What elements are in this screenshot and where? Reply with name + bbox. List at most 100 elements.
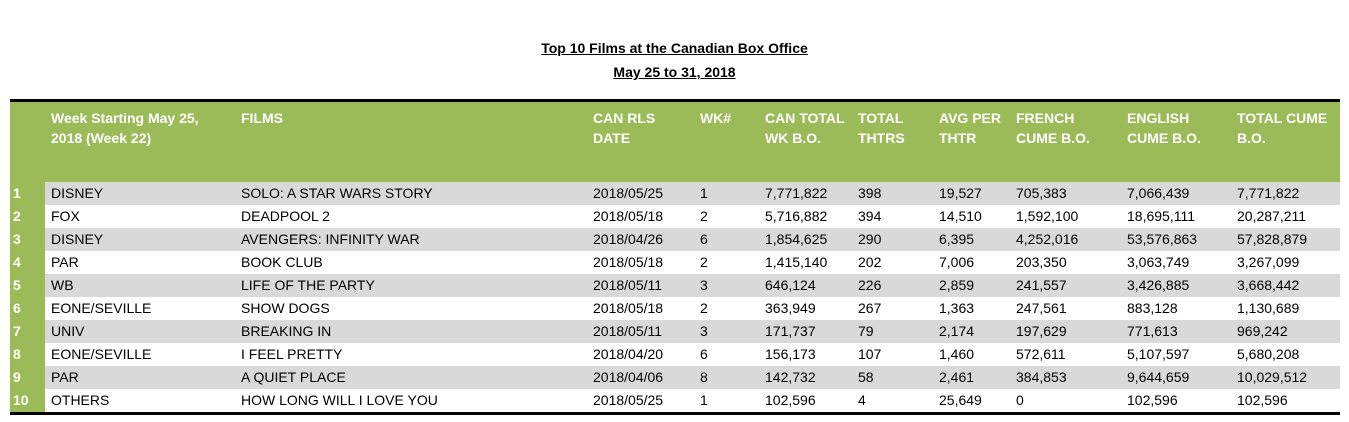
rank-cell: 10 [10, 389, 45, 415]
can-total-cell: 7,771,822 [759, 182, 852, 205]
english-cell: 5,107,597 [1121, 343, 1231, 366]
date-cell: 2018/05/25 [587, 389, 694, 415]
rank-cell: 8 [10, 343, 45, 366]
header-rls-date: CAN RLS DATE [587, 99, 694, 182]
table-row: 10 OTHERS HOW LONG WILL I LOVE YOU 2018/… [10, 389, 1340, 415]
header-wk: WK# [694, 99, 759, 182]
date-cell: 2018/05/25 [587, 182, 694, 205]
total-cume-cell: 57,828,879 [1231, 228, 1340, 251]
can-total-cell: 1,415,140 [759, 251, 852, 274]
thtrs-cell: 267 [852, 297, 933, 320]
can-total-cell: 171,737 [759, 320, 852, 343]
french-cell: 1,592,100 [1010, 205, 1121, 228]
distributor-cell: OTHERS [45, 389, 235, 415]
french-cell: 705,383 [1010, 182, 1121, 205]
date-cell: 2018/05/11 [587, 274, 694, 297]
wk-cell: 1 [694, 182, 759, 205]
total-cume-cell: 3,668,442 [1231, 274, 1340, 297]
film-cell: SHOW DOGS [235, 297, 587, 320]
rank-cell: 5 [10, 274, 45, 297]
header-thtrs: TOTAL THTRS [852, 99, 933, 182]
avg-cell: 7,006 [933, 251, 1010, 274]
film-cell: BOOK CLUB [235, 251, 587, 274]
header-total-cume: TOTAL CUME B.O. [1231, 99, 1340, 182]
english-cell: 7,066,439 [1121, 182, 1231, 205]
french-cell: 4,252,016 [1010, 228, 1121, 251]
wk-cell: 6 [694, 343, 759, 366]
report-title: Top 10 Films at the Canadian Box Office [541, 40, 808, 56]
distributor-cell: EONE/SEVILLE [45, 297, 235, 320]
rank-cell: 9 [10, 366, 45, 389]
date-cell: 2018/05/18 [587, 205, 694, 228]
wk-cell: 1 [694, 389, 759, 415]
thtrs-cell: 58 [852, 366, 933, 389]
avg-cell: 6,395 [933, 228, 1010, 251]
header-rank [10, 99, 45, 182]
table-row: 1 DISNEY SOLO: A STAR WARS STORY 2018/05… [10, 182, 1340, 205]
distributor-cell: UNIV [45, 320, 235, 343]
report-subtitle: May 25 to 31, 2018 [613, 64, 736, 80]
table-row: 2 FOX DEADPOOL 2 2018/05/18 2 5,716,882 … [10, 205, 1340, 228]
thtrs-cell: 107 [852, 343, 933, 366]
avg-cell: 14,510 [933, 205, 1010, 228]
french-cell: 247,561 [1010, 297, 1121, 320]
date-cell: 2018/04/06 [587, 366, 694, 389]
film-cell: HOW LONG WILL I LOVE YOU [235, 389, 587, 415]
thtrs-cell: 394 [852, 205, 933, 228]
distributor-cell: PAR [45, 366, 235, 389]
english-cell: 3,426,885 [1121, 274, 1231, 297]
french-cell: 0 [1010, 389, 1121, 415]
header-avg: AVG PER THTR [933, 99, 1010, 182]
avg-cell: 19,527 [933, 182, 1010, 205]
film-cell: A QUIET PLACE [235, 366, 587, 389]
avg-cell: 25,649 [933, 389, 1010, 415]
distributor-cell: WB [45, 274, 235, 297]
date-cell: 2018/04/26 [587, 228, 694, 251]
date-cell: 2018/05/11 [587, 320, 694, 343]
french-cell: 241,557 [1010, 274, 1121, 297]
date-cell: 2018/05/18 [587, 297, 694, 320]
rank-cell: 6 [10, 297, 45, 320]
table-row: 8 EONE/SEVILLE I FEEL PRETTY 2018/04/20 … [10, 343, 1340, 366]
distributor-cell: DISNEY [45, 182, 235, 205]
avg-cell: 2,174 [933, 320, 1010, 343]
english-cell: 18,695,111 [1121, 205, 1231, 228]
english-cell: 102,596 [1121, 389, 1231, 415]
can-total-cell: 646,124 [759, 274, 852, 297]
table-row: 3 DISNEY AVENGERS: INFINITY WAR 2018/04/… [10, 228, 1340, 251]
wk-cell: 2 [694, 297, 759, 320]
wk-cell: 2 [694, 251, 759, 274]
table-row: 6 EONE/SEVILLE SHOW DOGS 2018/05/18 2 36… [10, 297, 1340, 320]
thtrs-cell: 398 [852, 182, 933, 205]
distributor-cell: EONE/SEVILLE [45, 343, 235, 366]
film-cell: DEADPOOL 2 [235, 205, 587, 228]
french-cell: 384,853 [1010, 366, 1121, 389]
english-cell: 3,063,749 [1121, 251, 1231, 274]
distributor-cell: DISNEY [45, 228, 235, 251]
total-cume-cell: 5,680,208 [1231, 343, 1340, 366]
total-cume-cell: 10,029,512 [1231, 366, 1340, 389]
wk-cell: 3 [694, 320, 759, 343]
total-cume-cell: 1,130,689 [1231, 297, 1340, 320]
table-row: 9 PAR A QUIET PLACE 2018/04/06 8 142,732… [10, 366, 1340, 389]
rank-cell: 7 [10, 320, 45, 343]
film-cell: SOLO: A STAR WARS STORY [235, 182, 587, 205]
french-cell: 197,629 [1010, 320, 1121, 343]
table-row: 7 UNIV BREAKING IN 2018/05/11 3 171,737 … [10, 320, 1340, 343]
avg-cell: 1,363 [933, 297, 1010, 320]
wk-cell: 3 [694, 274, 759, 297]
avg-cell: 1,460 [933, 343, 1010, 366]
table-row: 4 PAR BOOK CLUB 2018/05/18 2 1,415,140 2… [10, 251, 1340, 274]
french-cell: 203,350 [1010, 251, 1121, 274]
film-cell: LIFE OF THE PARTY [235, 274, 587, 297]
thtrs-cell: 202 [852, 251, 933, 274]
avg-cell: 2,461 [933, 366, 1010, 389]
table-row: 5 WB LIFE OF THE PARTY 2018/05/11 3 646,… [10, 274, 1340, 297]
french-cell: 572,611 [1010, 343, 1121, 366]
header-can-total: CAN TOTAL WK B.O. [759, 99, 852, 182]
avg-cell: 2,859 [933, 274, 1010, 297]
can-total-cell: 156,173 [759, 343, 852, 366]
header-french: FRENCH CUME B.O. [1010, 99, 1121, 182]
header-english: ENGLISH CUME B.O. [1121, 99, 1231, 182]
can-total-cell: 102,596 [759, 389, 852, 415]
